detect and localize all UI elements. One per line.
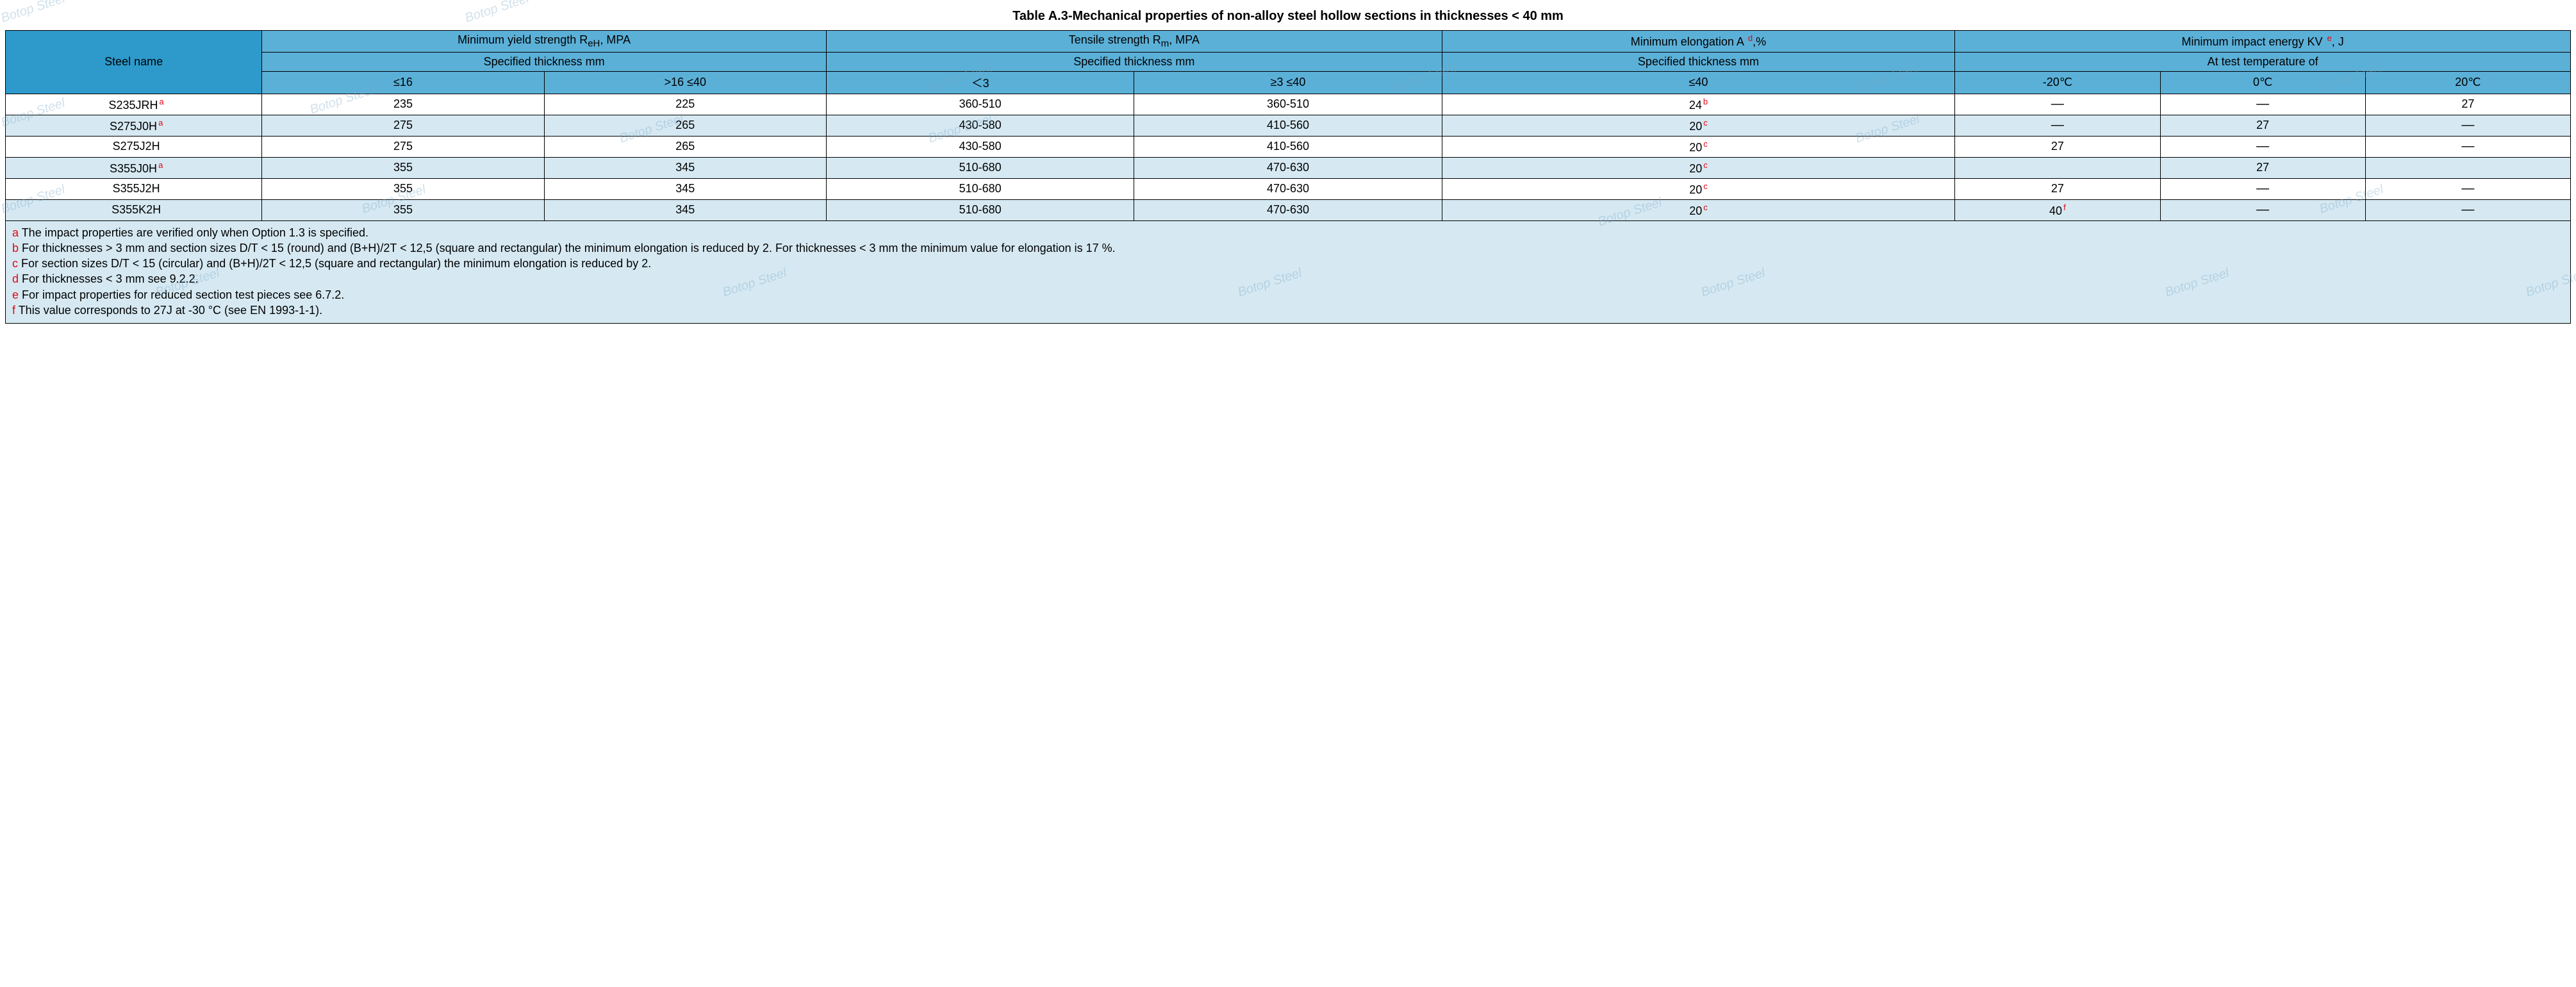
cell-impact-m20: 27 [1955,178,2160,199]
cell-elongation: 20c [1442,178,1955,199]
tensile-sub: Specified thickness mm [826,52,1442,71]
cell-elongation: 20c [1442,157,1955,178]
cell-elongation: 20c [1442,199,1955,220]
cell-tensile-3: 430-580 [826,136,1134,157]
cell-tensile-40: 470-630 [1134,199,1442,220]
cell-impact-20: — [2365,136,2570,157]
col-yield-title: Minimum yield strength ReH, MPA [262,31,827,53]
cell-elongation: 20c [1442,115,1955,136]
cell-yield-16: 275 [262,136,544,157]
table-row: S275J2H275265430-580410-56020c27—— [6,136,2571,157]
tensile-title-pre: Tensile strength R [1069,33,1161,46]
cell-steel-name: S355K2H [6,199,262,220]
cell-yield-16: 355 [262,199,544,220]
footnote-line: f This value corresponds to 27J at -30 °… [12,303,2564,318]
impact-col-1: 0℃ [2160,71,2365,94]
cell-impact-0: 27 [2160,115,2365,136]
impact-col-2: 20℃ [2365,71,2570,94]
cell-impact-m20 [1955,157,2160,178]
table-row: S355K2H355345510-680470-63020c40f—— [6,199,2571,220]
cell-tensile-3: 510-680 [826,178,1134,199]
properties-table: Steel name Minimum yield strength ReH, M… [5,30,2571,221]
cell-yield-40: 265 [544,115,826,136]
cell-impact-0: — [2160,178,2365,199]
cell-elongation: 20c [1442,136,1955,157]
yield-title-post: , MPA [600,33,631,46]
tensile-title-post: , MPA [1169,33,1200,46]
col-elong-title: Minimum elongation A d,% [1442,31,1955,53]
table-row: S275J0Ha275265430-580410-56020c—27— [6,115,2571,136]
cell-yield-16: 355 [262,178,544,199]
cell-impact-20: 27 [2365,94,2570,115]
col-tensile-title: Tensile strength Rm, MPA [826,31,1442,53]
cell-steel-name: S355J0Ha [6,157,262,178]
impact-title-sup: e [2326,33,2332,43]
cell-steel-name: S235JRHa [6,94,262,115]
cell-impact-m20: — [1955,115,2160,136]
cell-impact-20 [2365,157,2570,178]
cell-impact-0: — [2160,94,2365,115]
cell-tensile-40: 470-630 [1134,178,1442,199]
cell-impact-20: — [2365,178,2570,199]
elong-title-pre: Minimum elongation A [1631,35,1747,48]
cell-yield-16: 355 [262,157,544,178]
cell-impact-0: — [2160,199,2365,220]
cell-impact-m20: 40f [1955,199,2160,220]
cell-impact-0: 27 [2160,157,2365,178]
cell-impact-0: — [2160,136,2365,157]
cell-yield-40: 225 [544,94,826,115]
cell-impact-20: — [2365,199,2570,220]
impact-title-post: , J [2332,35,2344,48]
table-row: S235JRHa235225360-510360-51024b——27 [6,94,2571,115]
cell-tensile-40: 360-510 [1134,94,1442,115]
cell-impact-20: — [2365,115,2570,136]
cell-impact-m20: — [1955,94,2160,115]
col-impact-title: Minimum impact energy KV e, J [1955,31,2571,53]
cell-yield-16: 275 [262,115,544,136]
cell-tensile-3: 360-510 [826,94,1134,115]
footnotes: a The impact properties are verified onl… [5,221,2571,324]
cell-tensile-3: 510-680 [826,199,1134,220]
cell-steel-name: S275J0Ha [6,115,262,136]
yield-col-0: ≤16 [262,71,544,94]
elong-sub: Specified thickness mm [1442,52,1955,71]
footnote-line: b For thicknesses > 3 mm and section siz… [12,240,2564,256]
footnote-line: d For thicknesses < 3 mm see 9.2.2. [12,271,2564,286]
tensile-title-sub: m [1161,38,1169,49]
tensile-col-1: ≥3 ≤40 [1134,71,1442,94]
cell-tensile-40: 410-560 [1134,115,1442,136]
yield-title-pre: Minimum yield strength R [458,33,588,46]
cell-impact-m20: 27 [1955,136,2160,157]
table-row: S355J0Ha355345510-680470-63020c 27 [6,157,2571,178]
cell-tensile-40: 410-560 [1134,136,1442,157]
elong-col-0: ≤40 [1442,71,1955,94]
cell-tensile-40: 470-630 [1134,157,1442,178]
cell-elongation: 24b [1442,94,1955,115]
cell-steel-name: S355J2H [6,178,262,199]
elong-title-sup: d [1747,33,1753,43]
table-row: S355J2H355345510-680470-63020c27—— [6,178,2571,199]
cell-yield-16: 235 [262,94,544,115]
cell-tensile-3: 430-580 [826,115,1134,136]
cell-yield-40: 265 [544,136,826,157]
impact-sub: At test temperature of [1955,52,2571,71]
cell-steel-name: S275J2H [6,136,262,157]
cell-yield-40: 345 [544,178,826,199]
cell-yield-40: 345 [544,199,826,220]
impact-title-pre: Minimum impact energy KV [2181,35,2325,48]
footnote-line: a The impact properties are verified onl… [12,225,2564,240]
yield-sub: Specified thickness mm [262,52,827,71]
tensile-col-0: ＜3 [826,71,1134,94]
footnote-line: e For impact properties for reduced sect… [12,287,2564,303]
elong-title-post: ,% [1753,35,1766,48]
table-body: S235JRHa235225360-510360-51024b——27S275J… [6,94,2571,220]
footnote-line: c For section sizes D/T < 15 (circular) … [12,256,2564,271]
col-steel-name: Steel name [6,31,262,94]
table-title: Table A.3-Mechanical properties of non-a… [5,9,2571,24]
yield-col-1: >16 ≤40 [544,71,826,94]
cell-yield-40: 345 [544,157,826,178]
impact-col-0: -20℃ [1955,71,2160,94]
cell-tensile-3: 510-680 [826,157,1134,178]
yield-title-sub: eH [588,38,600,49]
